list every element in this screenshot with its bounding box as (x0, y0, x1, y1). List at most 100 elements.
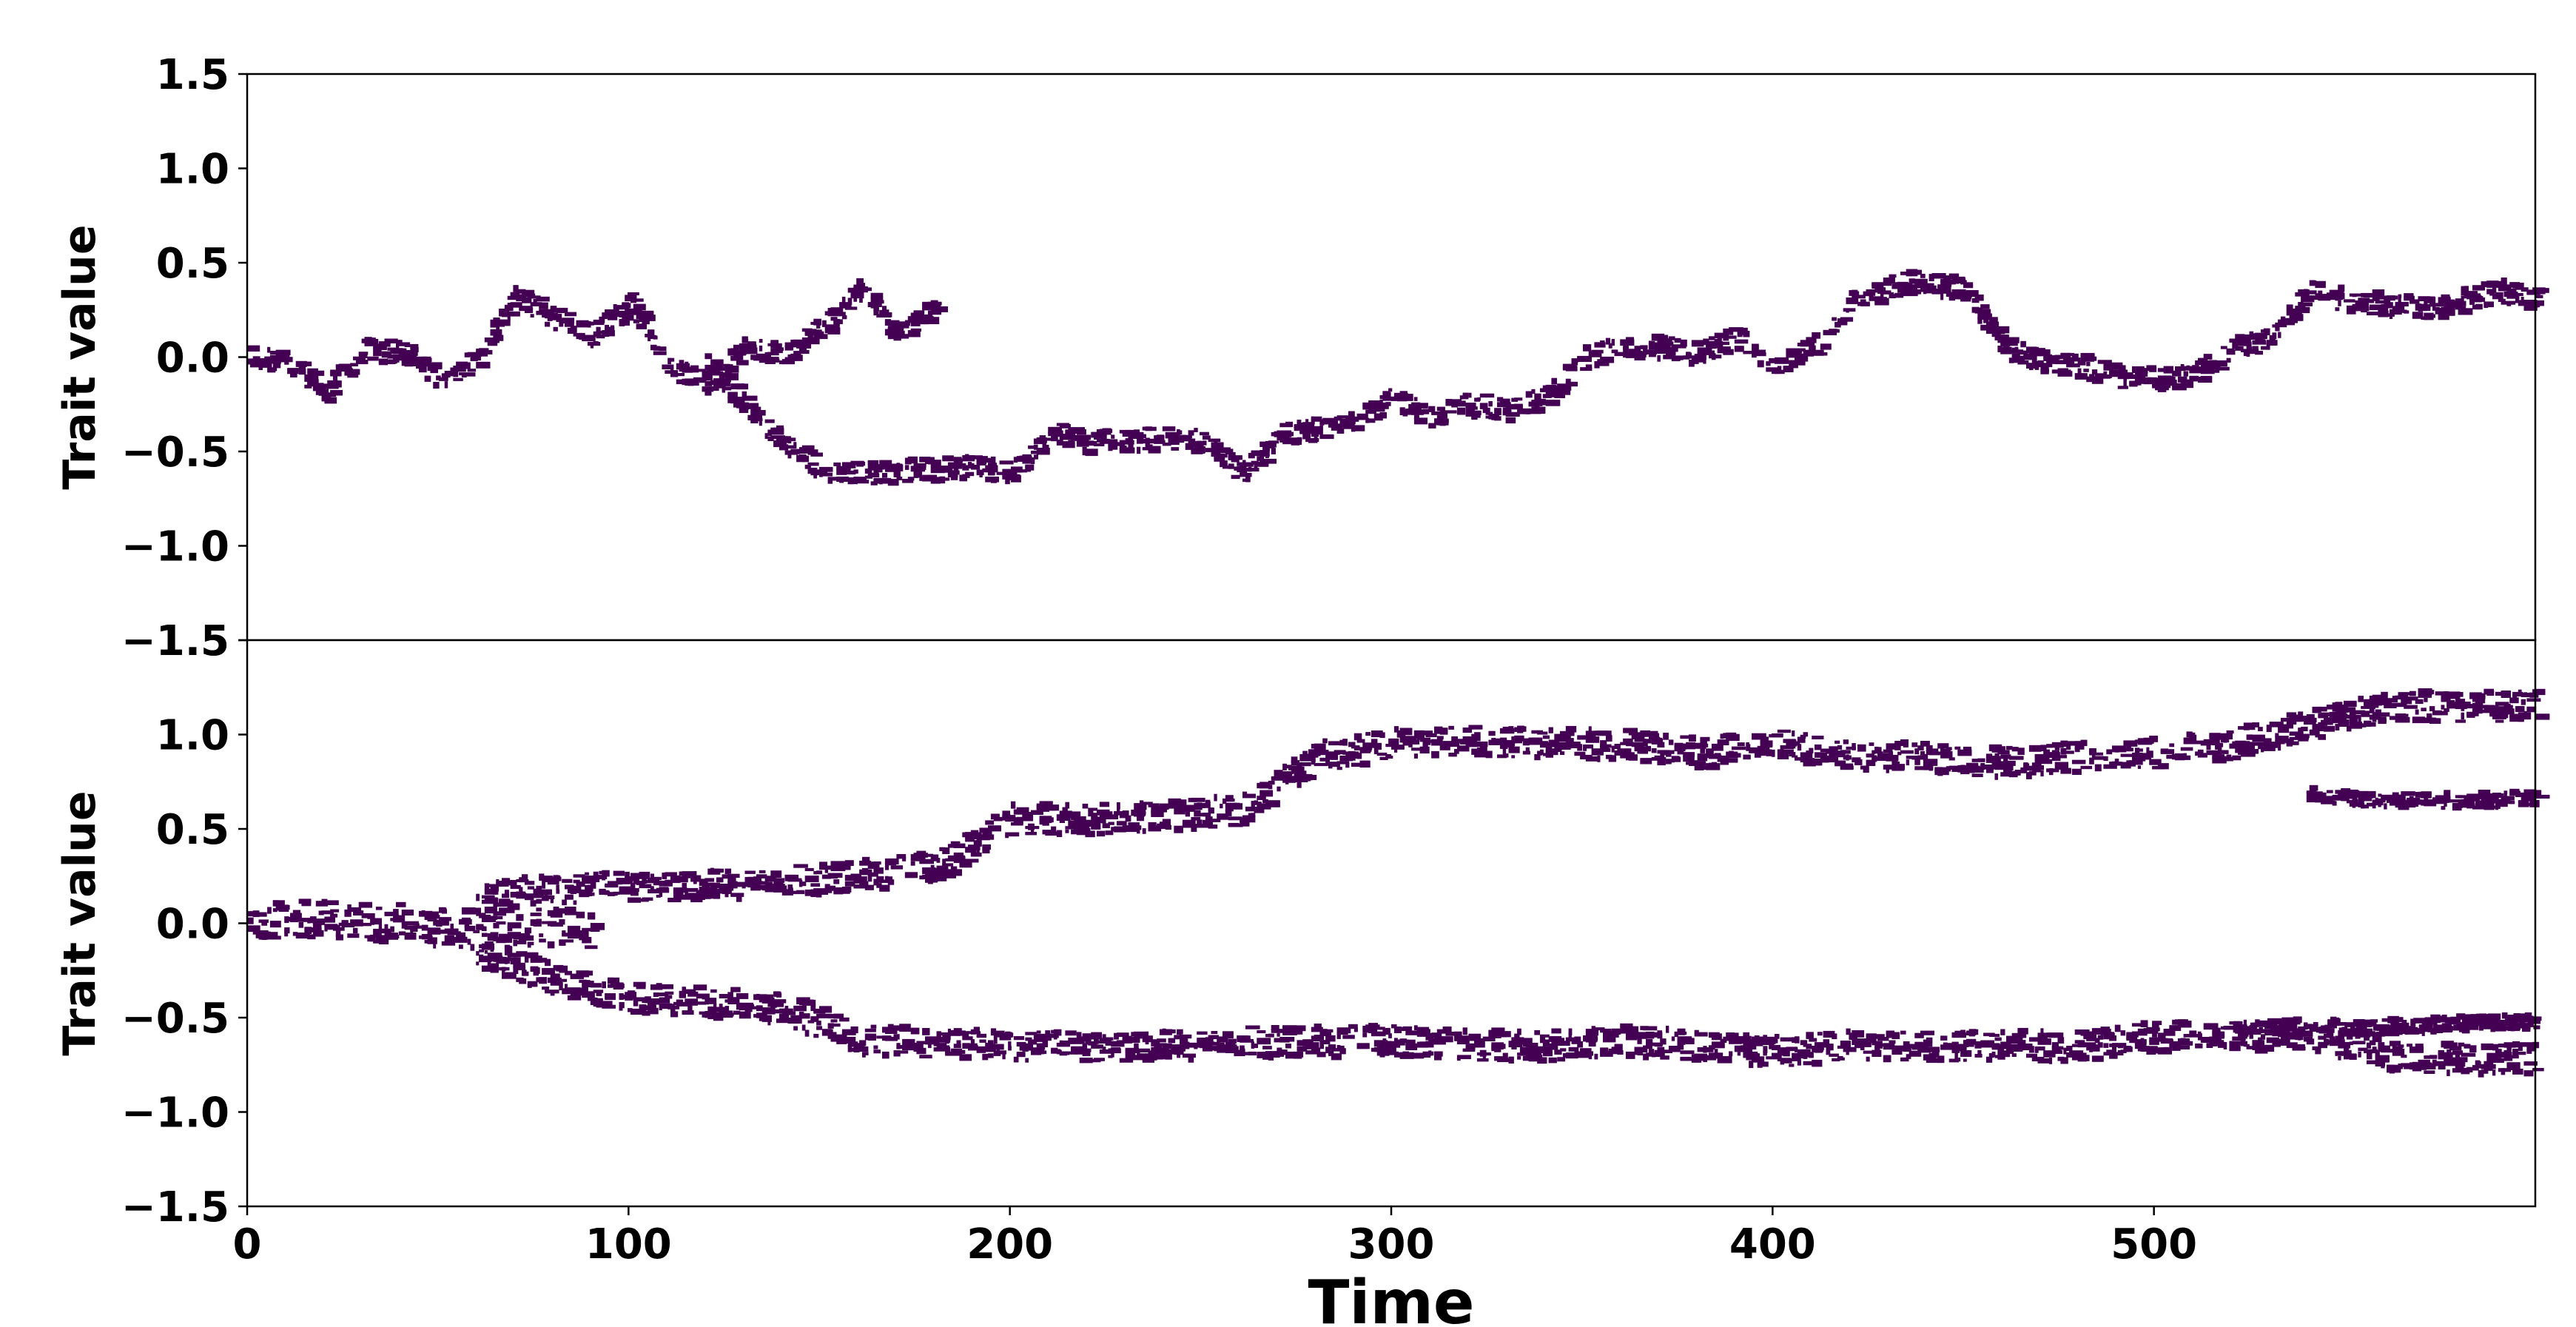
heatmap-cell (2535, 295, 2543, 298)
heatmap-cell (1094, 1040, 1109, 1044)
heatmap-cell (1462, 736, 1471, 743)
heatmap-cell (1754, 351, 1758, 356)
heatmap-cell (1897, 764, 1906, 770)
heatmap-cell (1954, 1045, 1960, 1050)
heatmap-cell (648, 1002, 656, 1008)
heatmap-cell (1766, 1056, 1780, 1060)
heatmap-cell (1265, 440, 1275, 449)
heatmap-cell (1909, 1050, 1922, 1057)
heatmap-cell (587, 884, 591, 889)
heatmap-cell (2290, 1022, 2293, 1029)
heatmap-cell (770, 341, 776, 347)
heatmap-cell (642, 320, 650, 325)
heatmap-cell (787, 439, 792, 444)
heatmap-cell (613, 304, 617, 311)
heatmap-cell (1820, 748, 1832, 753)
heatmap-cell (2486, 805, 2501, 809)
heatmap-cell (1737, 742, 1745, 747)
heatmap-cell (1783, 360, 1796, 363)
heatmap-cell (2432, 1059, 2437, 1066)
heatmap-cell (1711, 353, 1716, 360)
heatmap-cell (736, 992, 749, 999)
heatmap-cell (1537, 1057, 1547, 1064)
heatmap-cell (659, 1004, 662, 1011)
heatmap-cell (2318, 1035, 2327, 1040)
heatmap-cell (1517, 1028, 1521, 1035)
heatmap-cell (1257, 796, 1263, 801)
heatmap-cell (1777, 1047, 1792, 1051)
heatmap-cell (2120, 1030, 2126, 1036)
heatmap-cell (318, 910, 324, 916)
heatmap-cell (2071, 1044, 2080, 1047)
heatmap-cell (925, 457, 935, 462)
heatmap-cell (942, 847, 950, 854)
heatmap-cell (2495, 1052, 2506, 1058)
heatmap-cell (2532, 1068, 2544, 1072)
heatmap-cell (2415, 699, 2424, 705)
heatmap-cell (1351, 754, 1356, 761)
heatmap-cell (605, 883, 619, 888)
heatmap-cell (1242, 791, 1248, 796)
heatmap-cell (2472, 805, 2487, 810)
heatmap-cell (1185, 443, 1194, 450)
heatmap-cell (2489, 1064, 2496, 1069)
heatmap-cell (968, 462, 972, 466)
heatmap-cell (790, 449, 800, 454)
heatmap-cell (670, 366, 674, 372)
heatmap-cell (430, 366, 438, 374)
heatmap-cell (513, 934, 523, 940)
heatmap-cell (1462, 728, 1473, 733)
heatmap-cell (2229, 733, 2233, 739)
heatmap-cell (810, 337, 820, 345)
heatmap-cell (1336, 415, 1351, 419)
heatmap-cell (1297, 437, 1302, 441)
heatmap-cell (1202, 440, 1207, 446)
heatmap-cell (741, 885, 746, 889)
heatmap-cell (962, 1043, 970, 1049)
heatmap-cell (2418, 1044, 2421, 1050)
heatmap-cell (2017, 1040, 2026, 1047)
heatmap-cell (2501, 278, 2507, 285)
heatmap-cell (1654, 346, 1665, 353)
heatmap-cell (642, 318, 649, 321)
heatmap-cell (1948, 1058, 1959, 1063)
heatmap-cell (2051, 1050, 2062, 1054)
heatmap-cell (839, 302, 852, 309)
heatmap-cell (1680, 1057, 1695, 1061)
heatmap-cell (813, 471, 818, 479)
heatmap-cell (699, 379, 707, 383)
heatmap-cell (2011, 1045, 2023, 1052)
heatmap-cell (404, 350, 418, 356)
heatmap-cell (2197, 753, 2207, 758)
heatmap-cell (2051, 750, 2059, 754)
heatmap-cell (490, 947, 494, 953)
heatmap-cell (1231, 457, 1240, 463)
heatmap-cell (2478, 790, 2491, 797)
heatmap-cell (567, 995, 582, 1001)
heatmap-cell (1522, 726, 1527, 732)
heatmap-cell (536, 898, 542, 904)
heatmap-cell (427, 937, 437, 944)
heatmap-cell (798, 879, 803, 887)
heatmap-cell (1666, 353, 1675, 359)
heatmap-cell (2364, 699, 2375, 705)
heatmap-cell (427, 917, 437, 921)
heatmap-cell (1197, 440, 1202, 446)
heatmap-cell (1800, 360, 1803, 365)
heatmap-cell (2495, 801, 2508, 807)
heatmap-cell (778, 444, 789, 451)
heatmap-cell (902, 856, 907, 861)
heatmap-cell (739, 407, 749, 413)
heatmap-cell (1082, 820, 1094, 827)
heatmap-cell (2240, 748, 2249, 753)
heatmap-cell (1251, 460, 1259, 465)
heatmap-cell (1223, 800, 1227, 804)
heatmap-cell (864, 468, 872, 474)
heatmap-cell (1677, 1036, 1692, 1040)
heatmap-cell (1042, 443, 1047, 446)
heatmap-cell (1877, 1043, 1886, 1047)
heatmap-cell (2432, 718, 2440, 722)
heatmap-cell (1792, 730, 1795, 736)
heatmap-cell (756, 874, 767, 878)
heatmap-cell (2177, 1045, 2190, 1049)
